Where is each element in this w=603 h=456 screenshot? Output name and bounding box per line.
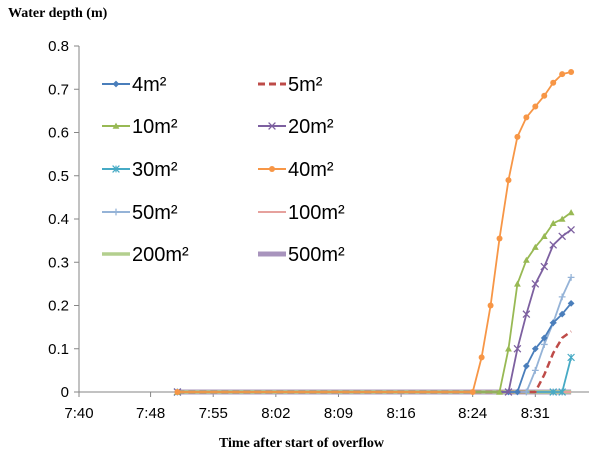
data-point xyxy=(558,388,566,396)
y-tick-label: 0.4 xyxy=(48,211,69,228)
data-point xyxy=(505,345,512,352)
data-point xyxy=(567,225,575,234)
data-point xyxy=(522,362,530,370)
data-point xyxy=(558,293,566,301)
legend-label: 30m² xyxy=(132,159,178,181)
x-tick-label: 8:02 xyxy=(261,405,290,422)
data-point xyxy=(558,310,566,318)
data-point xyxy=(559,71,566,78)
y-tick-label: 0.8 xyxy=(48,38,69,55)
y-tick-label: 0 xyxy=(61,384,69,401)
data-point xyxy=(549,219,557,227)
data-point xyxy=(568,68,575,75)
data-point xyxy=(549,241,558,249)
data-point xyxy=(523,114,530,121)
y-tick-label: 0.1 xyxy=(48,341,69,358)
data-point xyxy=(522,388,530,396)
data-point xyxy=(540,341,548,348)
x-tick-label: 8:24 xyxy=(458,405,487,422)
legend-label: 50m² xyxy=(132,202,178,224)
y-tick-label: 0.5 xyxy=(48,168,69,185)
data-point xyxy=(496,388,503,395)
data-point xyxy=(478,354,485,361)
data-point xyxy=(540,232,548,240)
data-point xyxy=(540,262,549,271)
x-tick-label: 8:31 xyxy=(521,405,550,422)
legend-label: 40m² xyxy=(288,159,334,181)
data-point xyxy=(567,273,575,281)
x-tick-label: 7:48 xyxy=(136,405,165,422)
data-point xyxy=(514,133,521,140)
data-point xyxy=(549,388,558,396)
data-point xyxy=(487,302,494,309)
series-line-20m2 xyxy=(177,229,572,393)
legend-label: 5m² xyxy=(288,74,323,96)
data-point xyxy=(567,299,575,307)
legend-marker xyxy=(112,122,120,129)
data-point xyxy=(469,389,476,395)
legend-label: 20m² xyxy=(288,116,334,138)
data-point xyxy=(531,366,539,374)
data-point xyxy=(549,319,557,327)
legend-marker xyxy=(269,166,275,172)
y-tick-label: 0.3 xyxy=(48,254,69,271)
legend-marker xyxy=(112,80,120,88)
series-line-10m2 xyxy=(177,211,572,393)
legend-marker xyxy=(268,122,276,130)
data-point xyxy=(504,388,513,396)
series-line-40m2 xyxy=(177,71,572,393)
data-point xyxy=(531,345,539,353)
data-point xyxy=(505,177,512,184)
data-point xyxy=(531,280,540,288)
data-point xyxy=(513,344,522,353)
x-tick-label: 7:40 xyxy=(64,405,93,422)
legend-label: 500m² xyxy=(288,244,345,266)
data-point xyxy=(550,79,557,86)
x-tick-label: 8:16 xyxy=(387,405,416,422)
data-point xyxy=(522,256,530,263)
legend-label: 10m² xyxy=(132,116,178,138)
data-point xyxy=(522,310,531,319)
data-point xyxy=(567,353,575,362)
data-point xyxy=(496,235,503,242)
data-point xyxy=(531,243,539,250)
data-point xyxy=(558,232,567,241)
data-point xyxy=(514,388,521,396)
data-point xyxy=(532,103,539,110)
legend-label: 200m² xyxy=(132,244,189,266)
legend-label: 4m² xyxy=(132,74,167,96)
x-tick-label: 7:55 xyxy=(199,405,228,422)
x-axis-title: Time after start of overflow xyxy=(218,436,385,451)
legend-marker xyxy=(112,208,120,216)
data-point xyxy=(174,389,181,395)
data-point xyxy=(541,92,548,99)
legend-label: 100m² xyxy=(288,202,345,224)
data-point xyxy=(558,215,566,222)
x-tick-label: 8:09 xyxy=(324,405,353,422)
series-line-5m2 xyxy=(177,330,572,394)
data-point xyxy=(540,334,548,342)
y-tick-label: 0.6 xyxy=(48,125,69,142)
y-axis-title: Water depth (m) xyxy=(8,6,108,21)
y-tick-label: 0.7 xyxy=(48,81,69,98)
data-point xyxy=(567,209,575,216)
y-tick-label: 0.2 xyxy=(48,298,69,315)
legend-marker xyxy=(112,165,120,173)
data-point xyxy=(514,280,521,287)
